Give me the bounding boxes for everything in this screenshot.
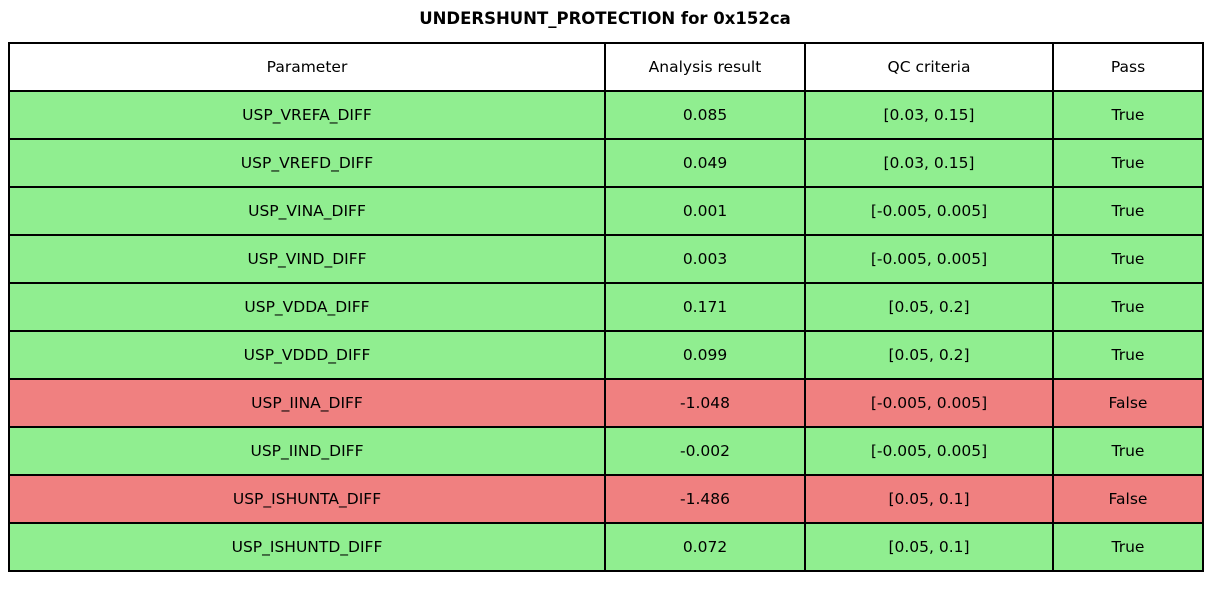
- qc-criteria-cell: [0.03, 0.15]: [804, 138, 1054, 188]
- qc-criteria-cell: [0.05, 0.2]: [804, 330, 1054, 380]
- table-row: USP_ISHUNTD_DIFF 0.072 [0.05, 0.1] True: [8, 522, 1204, 572]
- parameter-cell: USP_ISHUNTD_DIFF: [8, 522, 606, 572]
- pass-cell: True: [1052, 330, 1204, 380]
- analysis-result-cell: 0.049: [604, 138, 806, 188]
- parameter-cell: USP_VINA_DIFF: [8, 186, 606, 236]
- table-row: USP_IIND_DIFF -0.002 [-0.005, 0.005] Tru…: [8, 426, 1204, 476]
- pass-cell: True: [1052, 426, 1204, 476]
- parameter-cell: USP_VDDA_DIFF: [8, 282, 606, 332]
- parameter-cell: USP_ISHUNTA_DIFF: [8, 474, 606, 524]
- qc-results-table: Parameter Analysis result QC criteria Pa…: [8, 42, 1204, 572]
- pass-cell: True: [1052, 90, 1204, 140]
- pass-cell: True: [1052, 522, 1204, 572]
- table-row: USP_VREFA_DIFF 0.085 [0.03, 0.15] True: [8, 90, 1204, 140]
- qc-criteria-cell: [-0.005, 0.005]: [804, 186, 1054, 236]
- column-header-parameter: Parameter: [8, 42, 606, 92]
- table-row: USP_ISHUNTA_DIFF -1.486 [0.05, 0.1] Fals…: [8, 474, 1204, 524]
- analysis-result-cell: 0.099: [604, 330, 806, 380]
- pass-cell: True: [1052, 282, 1204, 332]
- analysis-result-cell: 0.001: [604, 186, 806, 236]
- header-row: Parameter Analysis result QC criteria Pa…: [8, 42, 1204, 92]
- qc-criteria-cell: [0.05, 0.1]: [804, 474, 1054, 524]
- pass-cell: True: [1052, 138, 1204, 188]
- pass-cell: True: [1052, 186, 1204, 236]
- analysis-result-cell: 0.085: [604, 90, 806, 140]
- parameter-cell: USP_IIND_DIFF: [8, 426, 606, 476]
- page-title: UNDERSHUNT_PROTECTION for 0x152ca: [419, 9, 791, 28]
- parameter-cell: USP_VREFD_DIFF: [8, 138, 606, 188]
- parameter-cell: USP_IINA_DIFF: [8, 378, 606, 428]
- parameter-cell: USP_VREFA_DIFF: [8, 90, 606, 140]
- analysis-result-cell: 0.003: [604, 234, 806, 284]
- pass-cell: False: [1052, 474, 1204, 524]
- parameter-cell: USP_VIND_DIFF: [8, 234, 606, 284]
- pass-cell: True: [1052, 234, 1204, 284]
- table-row: USP_IINA_DIFF -1.048 [-0.005, 0.005] Fal…: [8, 378, 1204, 428]
- analysis-result-cell: -0.002: [604, 426, 806, 476]
- qc-criteria-cell: [-0.005, 0.005]: [804, 234, 1054, 284]
- qc-criteria-cell: [0.05, 0.1]: [804, 522, 1054, 572]
- parameter-cell: USP_VDDD_DIFF: [8, 330, 606, 380]
- column-header-pass: Pass: [1052, 42, 1204, 92]
- analysis-result-cell: 0.171: [604, 282, 806, 332]
- table-row: USP_VINA_DIFF 0.001 [-0.005, 0.005] True: [8, 186, 1204, 236]
- column-header-qc-criteria: QC criteria: [804, 42, 1054, 92]
- table-row: USP_VIND_DIFF 0.003 [-0.005, 0.005] True: [8, 234, 1204, 284]
- qc-criteria-cell: [-0.005, 0.005]: [804, 426, 1054, 476]
- table-row: USP_VDDD_DIFF 0.099 [0.05, 0.2] True: [8, 330, 1204, 380]
- pass-cell: False: [1052, 378, 1204, 428]
- column-header-analysis-result: Analysis result: [604, 42, 806, 92]
- analysis-result-cell: -1.048: [604, 378, 806, 428]
- qc-criteria-cell: [0.03, 0.15]: [804, 90, 1054, 140]
- table-row: USP_VREFD_DIFF 0.049 [0.03, 0.15] True: [8, 138, 1204, 188]
- qc-criteria-cell: [0.05, 0.2]: [804, 282, 1054, 332]
- table-row: USP_VDDA_DIFF 0.171 [0.05, 0.2] True: [8, 282, 1204, 332]
- qc-criteria-cell: [-0.005, 0.005]: [804, 378, 1054, 428]
- analysis-result-cell: 0.072: [604, 522, 806, 572]
- analysis-result-cell: -1.486: [604, 474, 806, 524]
